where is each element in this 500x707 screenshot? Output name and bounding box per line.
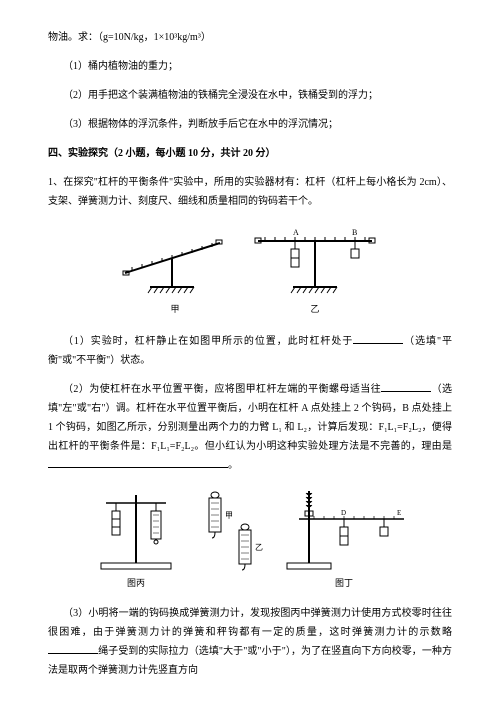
q1-sub3-b: 绳子受到的实际拉力（选填"大于"或"小于"），为了在竖直向下方向校零，一种方法是… [48, 646, 452, 676]
subq-3: （3）根据物体的浮沉条件，判断放手后它在水中的浮沉情况； [48, 115, 452, 134]
blank-4 [48, 645, 98, 654]
subq-1: （1）桶内植物油的重力； [48, 57, 452, 76]
fig-scales-svg: 甲 乙 [195, 485, 265, 575]
svg-text:E: E [397, 509, 401, 517]
svg-text:D: D [341, 509, 346, 517]
blank-3 [48, 459, 228, 468]
caption-ding: 图丁 [335, 578, 353, 588]
fig-bing-svg [91, 485, 181, 575]
section-4-title: 四、实验探究（2 小题，每小题 10 分，共计 20 分） [48, 144, 452, 163]
figure-row-1: 甲 A B [48, 221, 452, 318]
caption-bing: 图丙 [127, 578, 145, 588]
q1-sub1: （1）实验时，杠杆静止在如图甲所示的位置，此时杠杆处于（选填"平衡"或"不平衡"… [48, 332, 452, 370]
q1-sub3: （3）小明将一端的钩码换成弹簧测力计，发现按图丙中弹簧测力计使用方式校零时往往很… [48, 604, 452, 680]
svg-text:乙: 乙 [255, 543, 263, 552]
q1-sub1-a: （1）实验时，杠杆静止在如图甲所示的位置，此时杠杆处于 [63, 336, 353, 347]
q1-sub3-a: （3）小明将一端的钩码换成弹簧测力计，发现按图丙中弹簧测力计使用方式校零时往往很… [48, 608, 452, 638]
svg-text:A: A [293, 228, 299, 237]
header-line: 物油。求：（g=10N/kg，1×10³kg/m³） [48, 28, 452, 47]
figure-yi: A B 乙 [250, 221, 380, 318]
lever-yi-svg: A B [250, 221, 380, 301]
figure-row-2: 图丙 甲 乙 [48, 485, 452, 592]
caption-yi: 乙 [310, 304, 319, 314]
caption-jia: 甲 [170, 304, 179, 314]
figure-scales: 甲 乙 [195, 485, 265, 592]
lever-jia-svg [120, 221, 230, 301]
q1-sub2-a: （2）为使杠杆在水平位置平衡，应将图甲杠杆左端的平衡螺母适当往 [63, 384, 381, 395]
figure-bing: 图丙 [91, 485, 181, 592]
q1-sub2: （2）为使杠杆在水平位置平衡，应将图甲杠杆左端的平衡螺母适当往（选填"左"或"右… [48, 380, 452, 475]
subq-2: （2）用手把这个装满植物油的铁桶完全浸没在水中，铁桶受到的浮力； [48, 86, 452, 105]
svg-text:B: B [352, 228, 357, 237]
figure-ding: D E 图丁 [279, 485, 409, 592]
q1-sub2-c: 。 [228, 460, 238, 471]
svg-text:甲: 甲 [225, 511, 233, 520]
blank-2 [381, 383, 431, 392]
fig-ding-svg: D E [279, 485, 409, 575]
blank-1 [353, 335, 403, 344]
figure-jia: 甲 [120, 221, 230, 318]
q1-intro: 1、在探究"杠杆的平衡条件"实验中，所用的实验器材有：杠杆（杠杆上每小格长为 2… [48, 173, 452, 211]
